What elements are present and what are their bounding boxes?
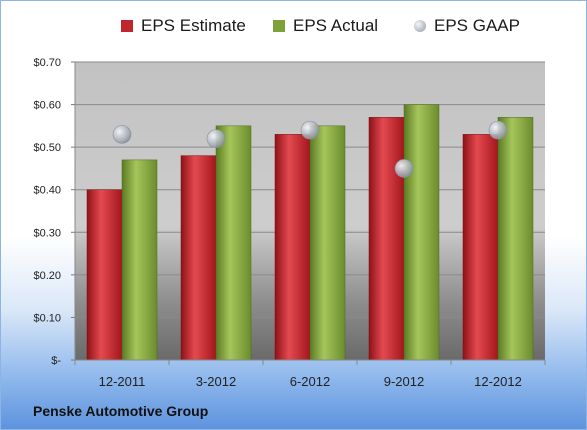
bar-eps-actual [309,125,346,361]
legend-swatch-eps-estimate [121,20,133,32]
legend-item-eps-estimate: EPS Estimate [121,16,246,36]
bar-eps-actual [215,125,252,361]
legend-item-eps-actual: EPS Actual [273,16,378,36]
legend-swatch-eps-actual [273,20,285,32]
bar-eps-estimate [274,134,311,361]
legend-item-eps-gaap: EPS GAAP [414,16,520,36]
legend-label-eps-gaap: EPS GAAP [434,16,520,35]
gaap-markers [112,120,508,178]
x-axis: 12-2011 3-2012 6-2012 9-2012 12-2012 [74,359,546,389]
bar-eps-actual [497,117,534,361]
x-category-label: 6-2012 [290,374,330,389]
x-category-label: 12-2011 [99,374,146,389]
bar-eps-estimate [368,117,405,361]
marker-eps-gaap [112,125,132,144]
y-axis: $0.70 $0.60 $0.50 $0.40 $0.30 $0.20 $0.10 $- [33,57,76,367]
company-name: Penske Automotive Group [33,403,209,419]
x-category-label: 9-2012 [384,374,424,389]
y-tick-label: $0.70 [33,57,61,69]
legend-swatch-eps-gaap [414,20,426,32]
marker-eps-gaap [206,129,226,148]
bar-eps-actual [403,104,440,361]
y-tick-label: $0.60 [33,100,61,112]
y-tick-label: $0.50 [33,142,61,154]
legend-label-eps-actual: EPS Actual [293,16,379,35]
chart-legend: EPS Estimate EPS Actual EPS GAAP [0,16,587,42]
y-tick-label: $0.10 [33,312,61,324]
marker-eps-gaap [488,120,508,140]
x-category-label: 3-2012 [196,374,236,389]
marker-eps-gaap [394,159,414,178]
bar-eps-estimate [180,155,217,361]
bars [86,104,534,361]
marker-eps-gaap [300,120,320,140]
bar-eps-estimate [462,134,499,361]
bar-eps-estimate [86,189,123,361]
bar-eps-actual [121,159,158,361]
x-category-label: 12-2012 [474,374,522,389]
y-tick-label: $- [51,355,61,367]
y-tick-label: $0.40 [33,185,61,197]
y-tick-label: $0.30 [33,227,61,239]
y-tick-label: $0.20 [33,270,61,282]
legend-label-eps-estimate: EPS Estimate [141,16,246,35]
